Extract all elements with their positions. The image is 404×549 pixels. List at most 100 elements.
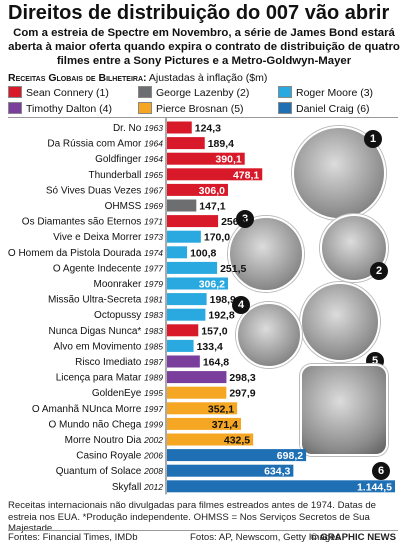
bar: [167, 183, 228, 196]
bar-category-label: Alvo em Movimento 1985: [53, 341, 163, 352]
bar-category-label: Quantum of Solace 2008: [56, 466, 164, 477]
dalton-photo: [236, 302, 302, 368]
sources: Fontes: Financial Times, IMDb Fotos: AP,…: [8, 532, 400, 544]
bar: [167, 168, 263, 181]
legend-label: George Lazenby (2): [156, 87, 250, 99]
legend-item-craig: Daniel Craig (6): [278, 102, 370, 116]
legend-swatch: [278, 102, 292, 114]
graphic-news-credit: © GRAPHIC NEWS: [310, 532, 396, 543]
bar: [167, 480, 395, 493]
bar-category-label: Missão Ultra-Secreta 1981: [48, 295, 163, 306]
legend-label: Daniel Craig (6): [296, 103, 370, 115]
craig-photo: [300, 364, 388, 456]
badge-4: 4: [232, 296, 250, 314]
bar-value-label: 298,3: [229, 372, 255, 384]
legend-title: Receitas Globais de Bilheteira:: [8, 72, 147, 84]
bar: [167, 464, 294, 477]
bar-category-label: Skyfall 2012: [112, 482, 163, 493]
legend-swatch: [8, 102, 22, 114]
bar-value-label: 478,1: [233, 169, 259, 181]
bar-value-label: 133,4: [197, 341, 223, 353]
bar-value-label: 390,1: [215, 154, 241, 166]
legend-item-moore: Roger Moore (3): [278, 86, 373, 100]
bar-category-label: O Homem da Pistola Dourada 1974: [8, 248, 163, 259]
moore-photo: [228, 216, 304, 292]
bar: [167, 417, 241, 430]
legend-label: Timothy Dalton (4): [26, 103, 112, 115]
legend-heading: Receitas Globais de Bilheteira: Ajustada…: [8, 72, 267, 85]
bar-category-label: OHMSS 1969: [105, 201, 164, 212]
bar-value-label: 157,0: [201, 325, 227, 337]
bar: [167, 293, 207, 306]
bar-category-label: Licença para Matar 1989: [56, 373, 164, 384]
bar-value-label: 192,8: [208, 310, 234, 322]
bar-value-label: 100,8: [190, 247, 216, 259]
bar-value-label: 124,3: [195, 123, 221, 135]
brosnan-photo: [300, 282, 380, 362]
bar: [167, 433, 254, 446]
bar: [167, 402, 238, 415]
legend-label: Sean Connery (1): [26, 87, 109, 99]
legend-item-connery: Sean Connery (1): [8, 86, 109, 100]
bar-category-label: Morre Noutro Dia 2002: [65, 435, 164, 446]
sources-photos: Fotos: AP, Newscom, Getty Images: [190, 532, 341, 543]
footnote: Receitas internacionais não divulgadas p…: [8, 500, 376, 534]
bar: [167, 386, 227, 399]
bar-value-label: 251,5: [220, 263, 246, 275]
badge-1: 1: [364, 130, 382, 148]
bar-category-label: Da Rússia com Amor 1964: [47, 139, 163, 150]
badge-2: 2: [370, 262, 388, 280]
bar-category-label: Nunca Digas Nunca* 1983: [48, 326, 163, 337]
legend-swatch: [138, 102, 152, 114]
bar-category-label: O Mundo não Chega 1999: [48, 419, 163, 430]
bar: [167, 449, 307, 462]
footer-divider: [8, 530, 398, 531]
bar-value-label: 256,5: [221, 216, 247, 228]
bar: [167, 339, 194, 352]
bar-category-label: Goldfinger 1964: [95, 154, 163, 165]
legend-subtitle: Ajustadas à inflação ($m): [148, 72, 268, 84]
bar-value-label: 698,2: [277, 450, 303, 462]
bar: [167, 371, 227, 384]
bar-category-label: Dr. No 1963: [113, 123, 163, 134]
bar: [167, 215, 219, 228]
bar-value-label: 189,4: [208, 138, 234, 150]
bar-value-label: 352,1: [208, 403, 234, 415]
bar-value-label: 170,0: [204, 232, 230, 244]
bar: [167, 355, 200, 368]
bar: [167, 230, 201, 243]
bar: [167, 277, 228, 290]
page-subtitle: Com a estreia de Spectre em Novembro, a …: [8, 27, 400, 67]
bar-value-label: 432,5: [224, 435, 250, 447]
legend-swatch: [8, 86, 22, 98]
legend-label: Roger Moore (3): [296, 87, 374, 99]
bar-value-label: 198,9: [210, 294, 236, 306]
bar-category-label: Thunderball 1965: [88, 170, 163, 181]
bar-category-label: GoldenEye 1995: [92, 388, 163, 399]
bar-value-label: 1.144,5: [357, 481, 392, 493]
bar: [167, 121, 192, 134]
legend-swatch: [138, 86, 152, 98]
legend-swatch: [278, 86, 292, 98]
badge-6: 6: [372, 462, 390, 480]
bar-category-label: Risco Imediato 1987: [75, 357, 163, 368]
bar-value-label: 634,3: [264, 466, 290, 478]
legend-divider: [8, 117, 398, 118]
bar-value-label: 147,1: [199, 201, 225, 213]
bar: [167, 324, 199, 337]
bar: [167, 246, 188, 259]
legend-item-dalton: Timothy Dalton (4): [8, 102, 112, 116]
sources-left: Fontes: Financial Times, IMDb: [8, 532, 138, 543]
bar-category-label: O Amanhã NUnca Morre 1997: [32, 404, 163, 415]
bar-category-label: Moonraker 1979: [94, 279, 164, 290]
bar: [167, 199, 197, 212]
bar-category-label: Os Diamantes são Eternos 1971: [22, 217, 163, 228]
bar-category-label: Vive e Deixa Morrer 1973: [53, 232, 163, 243]
bar-value-label: 306,0: [199, 185, 225, 197]
bar-value-label: 371,4: [212, 419, 238, 431]
bar-category-label: Só Vives Duas Vezes 1967: [46, 185, 163, 196]
bar: [167, 308, 206, 321]
bar-category-label: O Agente Indecente 1977: [53, 263, 163, 274]
bar: [167, 152, 245, 165]
bar-value-label: 164,8: [203, 357, 229, 369]
